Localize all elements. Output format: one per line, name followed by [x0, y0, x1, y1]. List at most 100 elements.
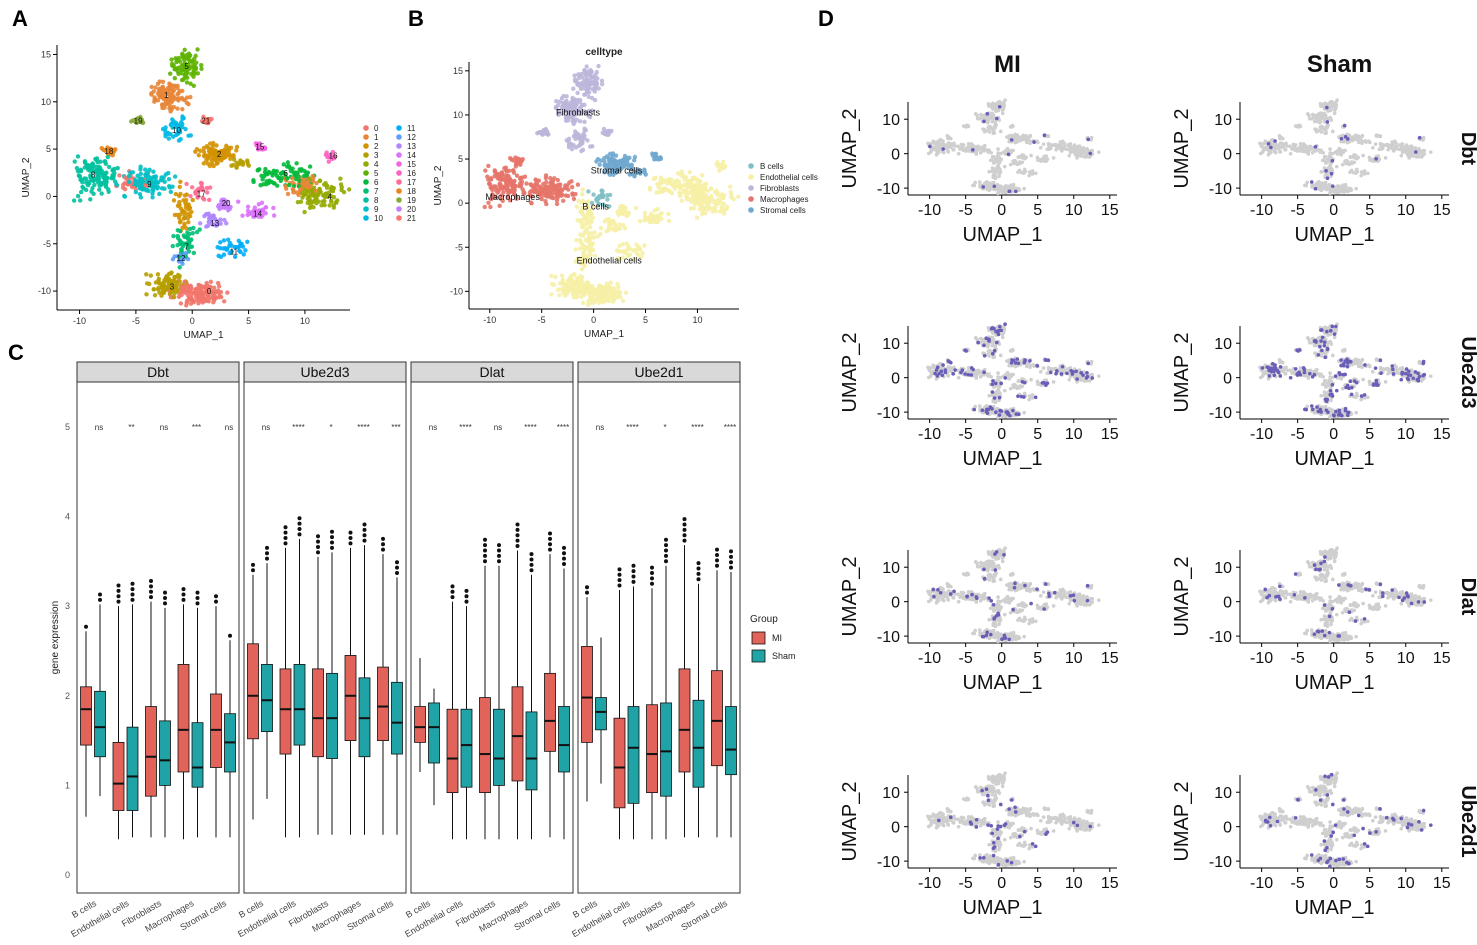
b-point: [595, 156, 601, 162]
a-legend-key: [396, 215, 402, 221]
b-point: [575, 90, 580, 96]
c-outlier: [163, 601, 167, 606]
a-legend-label: 0: [374, 124, 379, 133]
a-point: [227, 240, 233, 246]
b-point: [632, 154, 638, 160]
a-point: [166, 136, 172, 141]
b-title: celltype: [585, 47, 623, 58]
b-point: [700, 173, 705, 178]
b-point: [566, 136, 572, 142]
a-legend-label: 6: [374, 178, 379, 187]
c-facet-frame: [577, 381, 741, 894]
c-outlier: [464, 588, 469, 593]
d-point: [1306, 152, 1311, 156]
d-point: [1407, 156, 1411, 160]
c-box-mi: [344, 655, 357, 741]
d-expressing-point: [992, 184, 997, 189]
b-celltype-label: Macrophages: [485, 192, 540, 202]
d-x-tick-label: 10: [1065, 426, 1083, 443]
d-point: [975, 113, 979, 118]
a-point: [308, 203, 313, 208]
c-outlier: [562, 551, 566, 556]
d-point: [1361, 153, 1365, 158]
b-point: [659, 211, 664, 216]
b-point: [550, 185, 555, 190]
a-point: [152, 95, 157, 100]
a-point: [328, 198, 334, 204]
a-point: [245, 204, 251, 210]
c-box-sham: [692, 699, 705, 788]
a-point: [214, 143, 219, 148]
b-point: [611, 286, 617, 291]
b-point: [590, 87, 596, 92]
d-point: [977, 404, 982, 408]
b-point: [572, 271, 577, 277]
c-box-mi: [646, 704, 658, 793]
d-point: [1344, 161, 1348, 166]
a-point: [170, 117, 175, 122]
b-point: [491, 184, 497, 189]
b-point: [698, 178, 703, 184]
c-outlier: [515, 522, 520, 527]
b-point: [541, 181, 546, 187]
c-outlier: [715, 553, 719, 558]
d-expressing-point: [985, 112, 990, 116]
b-point: [727, 184, 733, 189]
b-point: [719, 192, 725, 197]
d-point: [1019, 170, 1024, 175]
d-point: [1314, 116, 1318, 120]
d-point: [997, 99, 1002, 104]
d-expressing-point: [1273, 139, 1277, 143]
a-point: [157, 191, 162, 197]
a-point: [122, 181, 127, 186]
a-point: [200, 295, 205, 300]
a-point: [164, 275, 169, 281]
d-point: [987, 169, 992, 174]
a-point: [177, 199, 182, 205]
a-point: [281, 162, 286, 167]
a-point: [81, 186, 86, 191]
a-point: [238, 159, 243, 165]
a-point: [90, 161, 95, 166]
a-cluster-label: 14: [253, 209, 262, 218]
d-point: [1417, 150, 1422, 155]
d-point: [982, 116, 986, 120]
d-point: [966, 142, 971, 146]
b-point: [622, 226, 628, 231]
b-point: [618, 294, 623, 300]
a-point: [167, 82, 172, 87]
d-expressing-point: [1345, 137, 1350, 141]
a-point: [140, 178, 146, 184]
a-point: [188, 94, 193, 100]
b-celltype-label: Stromal cells: [591, 166, 643, 176]
d-point: [991, 154, 996, 159]
a-point: [211, 222, 216, 227]
b-point: [519, 175, 525, 180]
b-point: [586, 94, 592, 100]
a-point: [256, 167, 261, 173]
a-legend-label: 14: [407, 151, 416, 160]
d-point: [994, 166, 999, 170]
d-point: [1355, 169, 1360, 174]
b-point: [557, 293, 562, 298]
d-point: [987, 354, 992, 358]
d-point: [1068, 149, 1073, 154]
a-point: [151, 180, 157, 185]
d-point: [1074, 151, 1078, 156]
b-point: [504, 182, 509, 187]
a-point: [204, 185, 210, 191]
a-point: [179, 241, 184, 247]
d-point: [1352, 153, 1356, 157]
d-point: [1365, 171, 1370, 176]
a-x-label: UMAP_1: [183, 330, 223, 341]
b-legend-key: [748, 174, 754, 180]
d-point: [1258, 141, 1262, 146]
b-point: [684, 195, 690, 200]
c-outlier: [696, 566, 701, 571]
d-point: [1356, 140, 1361, 145]
c-outlier: [548, 536, 552, 541]
b-point: [545, 186, 551, 192]
c-outlier: [297, 532, 302, 537]
c-outlier: [562, 556, 566, 561]
